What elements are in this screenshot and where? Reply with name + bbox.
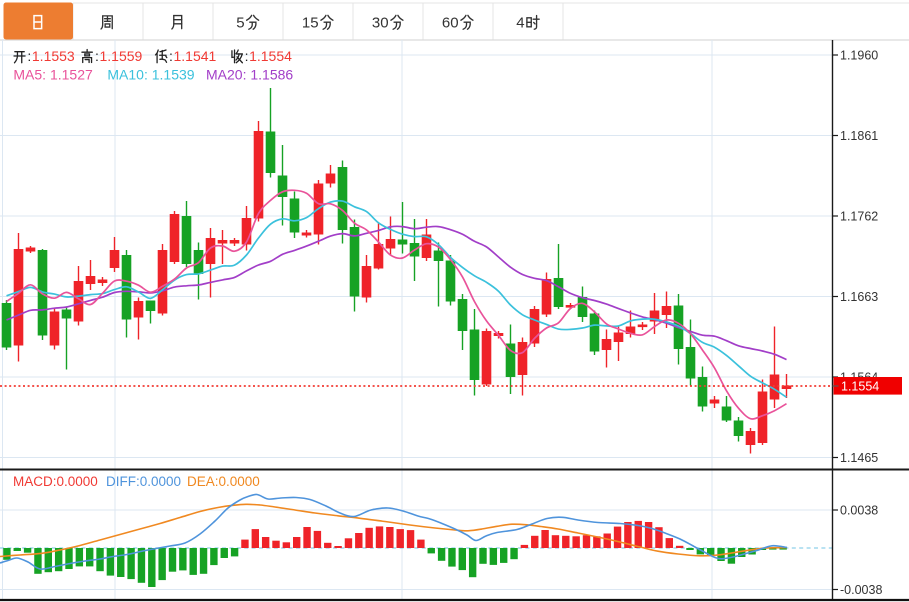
svg-text:1.1554: 1.1554 (841, 380, 879, 394)
svg-text::: : (169, 48, 173, 64)
svg-text:1.1663: 1.1663 (840, 290, 878, 304)
svg-text:1.1861: 1.1861 (840, 129, 878, 143)
svg-text:DEA:0.0000: DEA:0.0000 (187, 474, 260, 489)
svg-text:1.1465: 1.1465 (840, 451, 878, 465)
svg-text:1.1554: 1.1554 (249, 48, 292, 64)
svg-text:30: 30 (372, 15, 389, 32)
svg-text:1.1541: 1.1541 (174, 48, 217, 64)
svg-text:4: 4 (516, 15, 524, 32)
svg-text:-0.0038: -0.0038 (840, 583, 882, 597)
svg-text:1.1762: 1.1762 (840, 209, 878, 223)
svg-text:DIFF:0.0000: DIFF:0.0000 (106, 474, 181, 489)
svg-text::: : (95, 48, 99, 64)
svg-text:MA5: 1.1527: MA5: 1.1527 (13, 67, 93, 83)
svg-text:MA10: 1.1539: MA10: 1.1539 (107, 67, 194, 83)
svg-text:5: 5 (236, 15, 244, 32)
svg-text:MA20: 1.1586: MA20: 1.1586 (206, 67, 293, 83)
svg-text:60: 60 (442, 15, 459, 32)
svg-text:1.1559: 1.1559 (100, 48, 143, 64)
svg-text:0.0038: 0.0038 (840, 503, 878, 517)
svg-text:1.1553: 1.1553 (32, 48, 75, 64)
svg-text::: : (245, 48, 249, 64)
svg-text:15: 15 (302, 15, 319, 32)
svg-text:1.1960: 1.1960 (840, 48, 878, 62)
svg-text:MACD:0.0000: MACD:0.0000 (13, 474, 98, 489)
svg-text::: : (27, 48, 31, 64)
